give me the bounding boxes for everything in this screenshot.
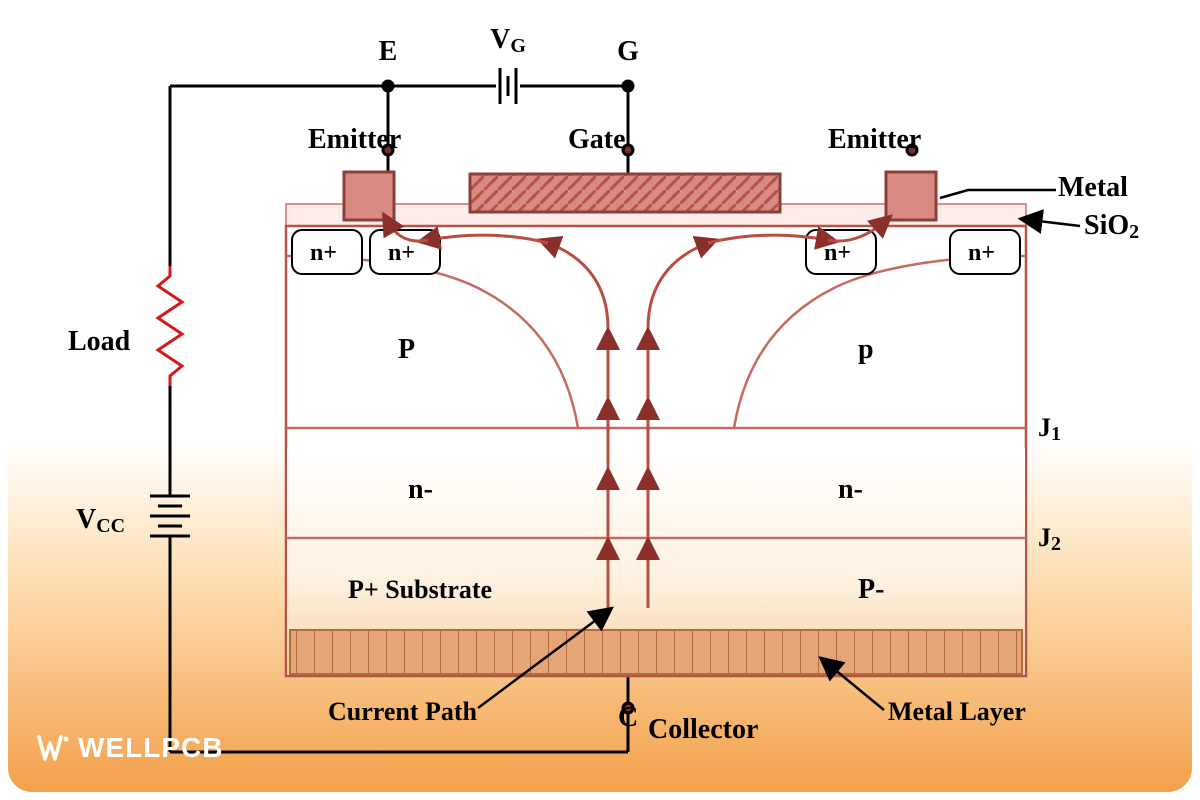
label-psub: P+ Substrate: [348, 575, 492, 604]
metal-layer: [290, 630, 1022, 674]
label-collector: Collector: [648, 714, 758, 745]
label-metal: Metal: [1058, 172, 1128, 203]
emitter-metal-left: [344, 172, 394, 220]
label-metal-layer: Metal Layer: [888, 697, 1026, 726]
label-nminus-right: n-: [838, 474, 863, 505]
label-C: C: [618, 702, 638, 733]
emitter-metal-right: [886, 172, 936, 220]
label-load: Load: [68, 326, 131, 357]
label-pminus: P-: [858, 574, 884, 605]
nplus-label-3: n+: [824, 240, 851, 266]
label-j2: J2: [1038, 523, 1061, 555]
label-emitter-right: Emitter: [828, 124, 921, 155]
gate-metal: [470, 174, 780, 212]
arrow-metal: [940, 190, 1056, 198]
label-vcc: VCC: [76, 504, 125, 537]
nplus-label-4: n+: [968, 240, 995, 266]
watermark-text: WELLPCB: [78, 732, 223, 764]
label-gate: Gate: [568, 124, 626, 155]
arrow-sio2: [1030, 220, 1080, 226]
nplus-label-2: n+: [388, 240, 415, 266]
nplus-label-1: n+: [310, 240, 337, 266]
label-sio2: SiO2: [1084, 210, 1139, 243]
label-E: E: [379, 36, 398, 67]
watermark-logo: WELLPCB: [36, 732, 223, 764]
label-emitter-left: Emitter: [308, 124, 401, 155]
label-j1: J1: [1038, 413, 1061, 445]
label-p-right: p: [858, 334, 874, 365]
label-G: G: [617, 36, 639, 67]
label-nminus-left: n-: [408, 474, 433, 505]
label-P-left: P: [398, 334, 415, 365]
label-current-path: Current Path: [328, 697, 478, 726]
igbt-svg: E G VG Emitter Gate Emitter Load VCC: [8, 8, 1192, 792]
label-VG: VG: [490, 24, 526, 57]
diagram-canvas: E G VG Emitter Gate Emitter Load VCC: [8, 8, 1192, 792]
